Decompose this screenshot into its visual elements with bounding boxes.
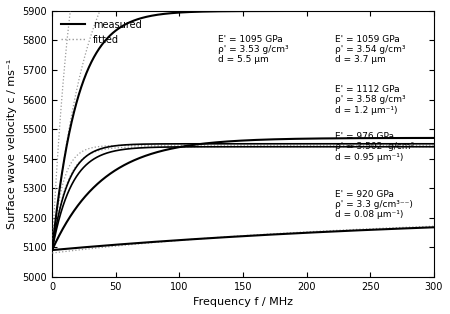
Text: E' = 1112 GPa
ρ' = 3.58 g/cm³
d = 1.2 μm⁻¹): E' = 1112 GPa ρ' = 3.58 g/cm³ d = 1.2 μm… — [335, 85, 405, 115]
X-axis label: Frequency f / MHz: Frequency f / MHz — [193, 297, 293, 307]
Text: E' = 920 GPa
ρ' = 3.3 g/cm³⁻⁻)
d = 0.08 μm⁻¹): E' = 920 GPa ρ' = 3.3 g/cm³⁻⁻) d = 0.08 … — [335, 190, 413, 219]
Text: E' = 1059 GPa
ρ' = 3.54 g/cm³
d = 3.7 μm: E' = 1059 GPa ρ' = 3.54 g/cm³ d = 3.7 μm — [335, 35, 405, 64]
Y-axis label: Surface wave velocity c / ms⁻¹: Surface wave velocity c / ms⁻¹ — [7, 59, 17, 229]
Text: E' = 976 GPa
ρ' = 3.502  g/cm³
d = 0.95 μm⁻¹): E' = 976 GPa ρ' = 3.502 g/cm³ d = 0.95 μ… — [335, 132, 414, 162]
Text: E' = 1095 GPa
ρ' = 3.53 g/cm³
d = 5.5 μm: E' = 1095 GPa ρ' = 3.53 g/cm³ d = 5.5 μm — [217, 35, 288, 64]
Legend: measured, fitted: measured, fitted — [57, 16, 146, 48]
